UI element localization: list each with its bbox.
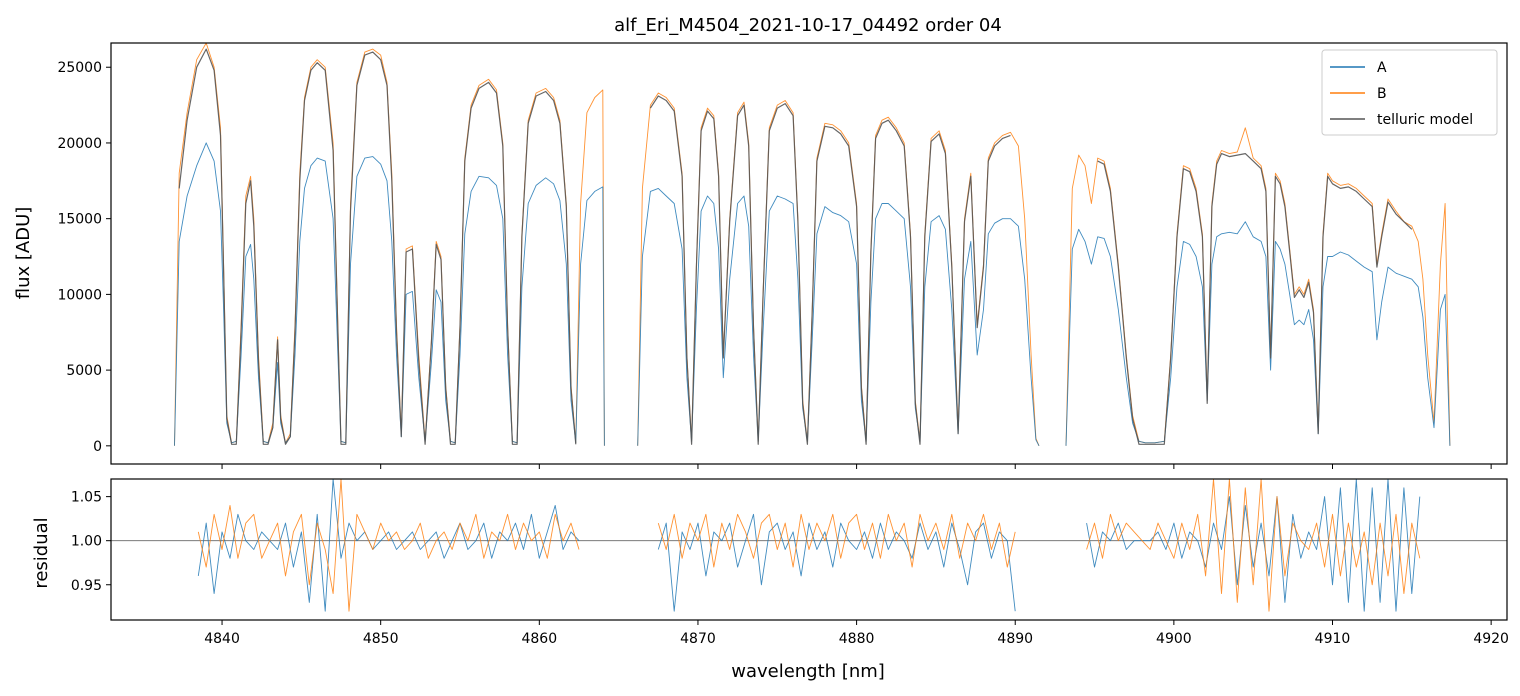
residual-series-a-segment-1	[197, 479, 580, 612]
flux-y-tick-label: 20000	[57, 136, 102, 152]
residual-panel: 0.95 1.00 1.05 4840 4850 4860 4870 4880 4890 490…	[31, 478, 1509, 682]
chart-title: alf_Eri_M4504_2021-10-17_04492 order 04	[614, 15, 1002, 36]
legend-label-b: B	[1377, 86, 1387, 102]
legend: A B telluric model	[1321, 49, 1498, 136]
x-axis-label: wavelength [nm]	[731, 661, 885, 682]
flux-y-ticks: 0 5000 10000 15000 20000 25000	[57, 60, 111, 455]
residual-series-b-segment-2	[657, 513, 1016, 568]
residual-series-b-segment-1	[197, 479, 580, 612]
legend-label-a: A	[1377, 60, 1387, 76]
x-tick-label: 4850	[363, 631, 399, 647]
flux-series-a-segment-1	[174, 142, 605, 446]
flux-series-telluric-model-segment-1	[178, 48, 577, 445]
residual-y-axis-label: residual	[31, 517, 52, 588]
legend-label-telluric: telluric model	[1377, 112, 1473, 128]
flux-panel: 0 5000 10000 15000 20000 25000 flux [ADU] A B…	[13, 42, 1508, 469]
x-tick-label: 4880	[839, 631, 875, 647]
flux-y-tick-label: 0	[93, 439, 102, 455]
x-tick-label: 4910	[1315, 631, 1351, 647]
x-tick-label: 4890	[997, 631, 1033, 647]
flux-y-tick-label: 25000	[57, 60, 102, 76]
residual-x-ticks: 4840 4850 4860 4870 4880 4890 4900 4910 4920	[204, 620, 1509, 647]
x-tick-label: 4900	[1156, 631, 1192, 647]
flux-y-axis-label: flux [ADU]	[13, 207, 34, 300]
flux-y-tick-label: 5000	[66, 363, 102, 379]
residual-axes-frame	[110, 478, 1508, 621]
residual-series-b-segment-3	[1086, 479, 1421, 612]
flux-series-telluric-model-segment-2	[649, 95, 1011, 445]
flux-series-group	[174, 43, 1451, 447]
legend-box	[1321, 49, 1498, 136]
flux-x-ticks	[221, 464, 1492, 469]
residual-y-ticks: 0.95 1.00 1.05	[71, 490, 111, 594]
residual-series-group	[197, 479, 1421, 612]
residual-y-tick-label: 0.95	[71, 578, 102, 594]
x-tick-label: 4870	[680, 631, 716, 647]
flux-y-tick-label: 15000	[57, 212, 102, 228]
x-tick-label: 4860	[521, 631, 557, 647]
flux-axes-frame	[110, 42, 1508, 465]
flux-series-telluric-model-segment-3	[1097, 153, 1413, 445]
residual-y-tick-label: 1.00	[71, 534, 102, 550]
flux-y-tick-label: 10000	[57, 287, 102, 303]
flux-series-a-segment-2	[637, 187, 1040, 447]
x-tick-label: 4920	[1473, 631, 1509, 647]
residual-y-tick-label: 1.05	[71, 490, 102, 506]
x-tick-label: 4840	[204, 631, 240, 647]
